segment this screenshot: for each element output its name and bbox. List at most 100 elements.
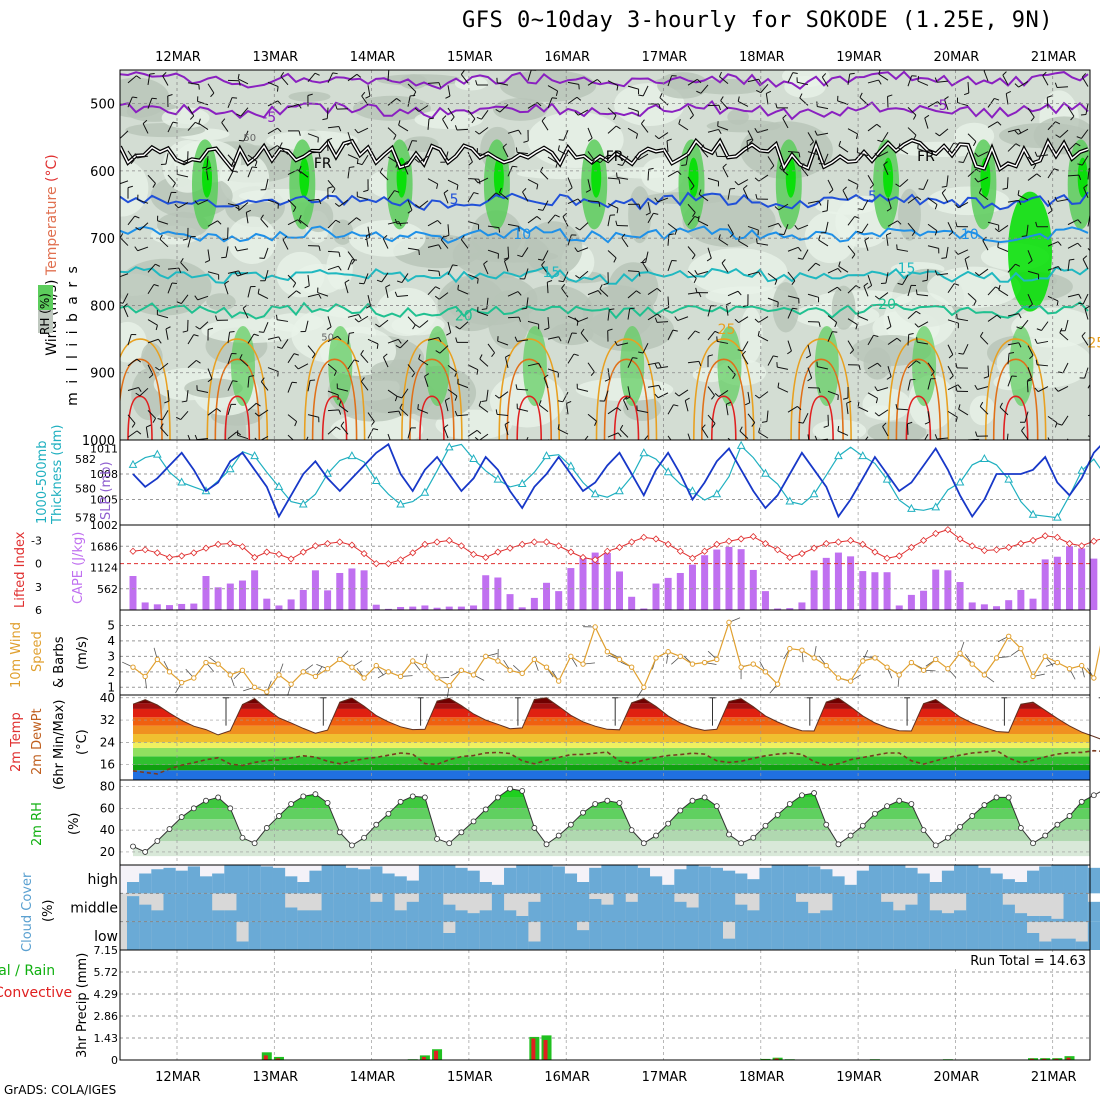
wind-barb xyxy=(607,250,617,259)
wind-barb xyxy=(340,425,349,435)
wind-barb-flag xyxy=(857,444,862,446)
wind-barb xyxy=(687,78,698,86)
wind-barb xyxy=(387,433,391,440)
wind-barb-flag xyxy=(256,402,261,407)
wind-barb-flag xyxy=(567,187,573,192)
wind-barb xyxy=(747,225,759,231)
wind-barb xyxy=(247,166,253,178)
wind-barb-flag xyxy=(978,188,982,194)
cloud-low-cell xyxy=(844,921,857,950)
cloud-middle-cell xyxy=(285,907,298,922)
wind-barb-flag xyxy=(799,93,803,99)
wind-barb xyxy=(958,202,969,209)
wind-barb-flag xyxy=(838,140,842,146)
wind-barb xyxy=(327,126,339,129)
contour-label: FR xyxy=(917,149,935,165)
wind-barb-flag xyxy=(152,418,157,423)
wind-barb-flag xyxy=(837,268,842,273)
lifted-marker xyxy=(907,543,915,551)
cloud-middle-cell xyxy=(1051,918,1064,922)
wind-barb xyxy=(407,140,413,152)
wind-barb-flag xyxy=(837,425,840,432)
rh-marker xyxy=(300,793,307,800)
thickness-marker xyxy=(1053,512,1062,521)
wind-barb xyxy=(878,409,889,417)
wind-barb-flag xyxy=(222,238,228,241)
wind-barb xyxy=(499,104,509,113)
wind-barb-flag xyxy=(656,287,662,292)
wind-barb xyxy=(896,408,909,411)
wind-barb-flag xyxy=(1077,242,1082,248)
wind-barb xyxy=(503,260,509,272)
temp-contour-dome xyxy=(895,358,942,440)
wind-barb-flag xyxy=(304,285,310,289)
wind-barb xyxy=(587,290,599,296)
temp-band xyxy=(133,725,1090,735)
wind-barb xyxy=(937,273,949,276)
precip-tick: 0 xyxy=(111,1054,118,1067)
wind-barb xyxy=(427,244,439,248)
wind-barb-flag xyxy=(397,339,402,344)
wind-barb xyxy=(187,121,196,131)
lifted-marker xyxy=(774,546,782,554)
cloud-high-cell xyxy=(637,867,651,894)
wind-barb xyxy=(587,179,591,191)
wind-marker xyxy=(531,656,538,663)
wind-barb xyxy=(258,409,269,417)
wind-barb-flag xyxy=(1002,445,1007,446)
temp-tick: 40 xyxy=(100,691,115,705)
wind-barb-flag xyxy=(638,271,641,277)
wind-barb xyxy=(239,358,249,367)
wind-barb-flag xyxy=(164,400,170,404)
wind-barb xyxy=(479,358,489,367)
rh-tick: 60 xyxy=(100,801,115,815)
rh-moist-column xyxy=(231,326,255,406)
wind-barb-flag xyxy=(613,115,617,121)
lifted-marker xyxy=(275,550,283,558)
wind-barb-flag xyxy=(944,96,949,100)
wind-barb xyxy=(365,235,369,247)
temp-contour-dome xyxy=(711,395,737,440)
cloud-high-cell xyxy=(832,876,845,894)
precip-conv-bar xyxy=(1030,1058,1035,1060)
wind-barb xyxy=(945,246,949,258)
wind-barb xyxy=(627,290,637,299)
cape-bar xyxy=(1053,556,1061,610)
wind-barb-flag xyxy=(873,334,879,338)
wind-barb-flag xyxy=(973,300,977,306)
wind-barb xyxy=(127,215,136,226)
rh-marker xyxy=(154,838,161,844)
wind-barb xyxy=(947,142,955,153)
cloud-middle-cell xyxy=(552,893,565,922)
wind-barb xyxy=(927,245,939,249)
wind-barb-flag xyxy=(851,254,856,259)
wind-barb xyxy=(507,291,519,297)
temp-contour-dome xyxy=(506,358,552,440)
wind-barb-flag xyxy=(566,400,572,404)
wind-barb-flag xyxy=(754,394,760,399)
lifted-marker xyxy=(1041,532,1049,540)
wind-barb xyxy=(563,129,569,141)
wind-barb-flag xyxy=(818,321,821,327)
cloud-low-cell xyxy=(1087,921,1100,950)
wind-barb-flag xyxy=(155,325,158,331)
wind-barb xyxy=(347,73,358,82)
wind-barb-flag xyxy=(376,279,382,283)
wind-barb xyxy=(142,123,149,134)
wind-barb xyxy=(666,140,669,152)
wind-barb xyxy=(367,226,371,238)
cape-bar xyxy=(1041,559,1049,610)
lifted-marker xyxy=(919,536,928,545)
wind-barb-flag xyxy=(818,200,822,206)
temp-contour xyxy=(120,301,1089,320)
cloud-middle-cell xyxy=(1027,916,1040,922)
wind-barb xyxy=(398,124,409,132)
wind-barb-flag xyxy=(766,90,772,94)
cloud-high-cell xyxy=(1002,879,1015,894)
rh2m-unit: (%) xyxy=(67,813,82,836)
wind-barb-flag xyxy=(963,92,970,96)
wind-barb xyxy=(847,73,851,85)
wind-barb-flag xyxy=(674,392,680,397)
cape-bar xyxy=(1029,598,1037,610)
wind-marker xyxy=(568,653,574,660)
